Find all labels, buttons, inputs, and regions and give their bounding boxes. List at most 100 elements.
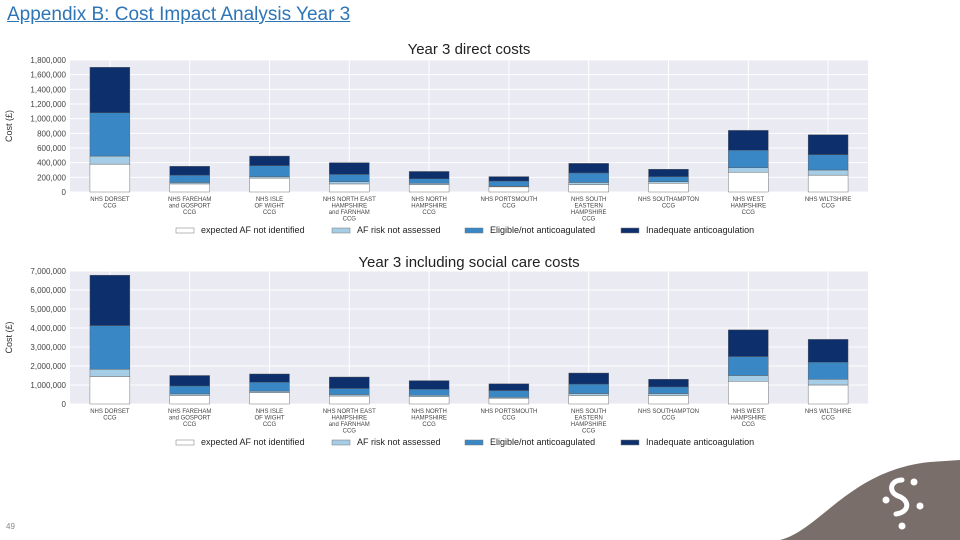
- chart0-bar-nhs-southampton-ccg-expected-af-not-identified: [648, 182, 689, 193]
- page-number: 49: [6, 522, 15, 531]
- chart1-legend-label-eligible-not-anticoagulated: Eligible/not anticoagulated: [490, 437, 595, 447]
- chart0-x-tick-label-nhs-north-hampshire-ccg: NHS NORTH HAMPSHIRE CCG: [411, 197, 447, 216]
- social-care-costs-chart: Year 3 including social care costs 0 1,000…: [4, 254, 868, 447]
- chart0-legend-label-expected-af-not-identified: expected AF not identified: [201, 225, 305, 235]
- chart1-bar-nhs-north-east-hampshire-and-farnham-ccg-expected-af-not-identified: [329, 395, 370, 405]
- chart0-legend-swatch-eligible-not-anticoagulated: [464, 227, 484, 234]
- chart1-x-tick-label-nhs-portsmouth-ccg: NHS PORTSMOUTH CCG: [480, 409, 537, 422]
- chart0-legend-label-af-risk-not-assessed: AF risk not assessed: [357, 225, 441, 235]
- chart1-bar-nhs-dorset-ccg-expected-af-not-identified: [89, 376, 131, 405]
- chart1-bar-nhs-west-hampshire-ccg-inadequate-anticoagulation: [728, 329, 769, 357]
- chart0-x-tick-label-nhs-north-east-hampshire-and-farnham-ccg: NHS NORTH EAST HAMPSHIRE and FARNHAM CCG: [323, 197, 376, 223]
- chart0-x-tick-label-nhs-wiltshire-ccg: NHS WILTSHIRE CCG: [805, 197, 852, 210]
- chart1-legend-label-inadequate-anticoagulation: Inadequate anticoagulation: [646, 437, 754, 447]
- chart0-bar-nhs-north-hampshire-ccg-expected-af-not-identified: [408, 184, 450, 193]
- chart1-y-tick-label: 4,000,000: [30, 324, 66, 333]
- chart0-bar-nhs-wiltshire-ccg-eligible-not-anticoagulated: [807, 154, 849, 171]
- molecule-logo-icon: [882, 477, 924, 530]
- chart1-y-tick-label: 2,000,000: [30, 362, 66, 371]
- chart1-bar-nhs-west-hampshire-ccg-eligible-not-anticoagulated: [728, 356, 769, 376]
- chart0-bar-nhs-north-east-hampshire-and-farnham-ccg-af-risk-not-assessed: [329, 181, 370, 185]
- chart0-bar-nhs-wiltshire-ccg-af-risk-not-assessed: [807, 169, 849, 176]
- chart1-legend-swatch-eligible-not-anticoagulated: [464, 439, 484, 446]
- chart1-bar-nhs-north-hampshire-ccg-expected-af-not-identified: [408, 396, 450, 405]
- chart0-bar-nhs-north-east-hampshire-and-farnham-ccg-inadequate-anticoagulation: [329, 162, 370, 175]
- chart0-bar-nhs-fareham-and-gosport-ccg-af-risk-not-assessed: [169, 182, 210, 185]
- chart1-bar-nhs-southampton-ccg-af-risk-not-assessed: [648, 393, 689, 396]
- chart0-legend-label-inadequate-anticoagulation: Inadequate anticoagulation: [646, 225, 754, 235]
- chart0-bar-nhs-north-east-hampshire-and-farnham-ccg-expected-af-not-identified: [329, 183, 370, 193]
- chart0-bar-nhs-southampton-ccg-eligible-not-anticoagulated: [648, 176, 689, 182]
- chart1-bar-nhs-wiltshire-ccg-inadequate-anticoagulation: [807, 339, 849, 363]
- chart0-x-tick-label-nhs-west-hampshire-ccg: NHS WEST HAMPSHIRE CCG: [730, 197, 766, 216]
- chart0-y-tick-label: 1,600,000: [30, 71, 66, 80]
- chart1-bar-nhs-south-eastern-hampshire-ccg-af-risk-not-assessed: [568, 393, 609, 396]
- chart0-y-tick-label: 1,200,000: [30, 100, 66, 109]
- chart1-bar-nhs-wiltshire-ccg-eligible-not-anticoagulated: [807, 361, 849, 380]
- chart1-bar-nhs-north-east-hampshire-and-farnham-ccg-inadequate-anticoagulation: [329, 376, 370, 389]
- chart1-bar-nhs-south-eastern-hampshire-ccg-expected-af-not-identified: [568, 395, 609, 405]
- corner-shape: [780, 460, 960, 540]
- chart0-x-tick-label-nhs-isle-of-wight-ccg: NHS ISLE OF WIGHT CCG: [255, 197, 285, 216]
- chart0-bar-nhs-fareham-and-gosport-ccg-inadequate-anticoagulation: [169, 166, 210, 176]
- chart1-bar-nhs-dorset-ccg-eligible-not-anticoagulated: [89, 325, 131, 370]
- chart1-bar-nhs-southampton-ccg-eligible-not-anticoagulated: [648, 386, 689, 394]
- chart0-bar-nhs-dorset-ccg-expected-af-not-identified: [89, 163, 131, 193]
- chart0-bar-nhs-west-hampshire-ccg-inadequate-anticoagulation: [728, 130, 769, 151]
- chart0-y-tick-label: 600,000: [37, 144, 66, 153]
- chart1-y-tick-label: 7,000,000: [30, 267, 66, 276]
- chart1-bar-nhs-south-eastern-hampshire-ccg-eligible-not-anticoagulated: [568, 383, 609, 394]
- chart0-legend-swatch-expected-af-not-identified: [175, 227, 195, 234]
- chart1-bar-nhs-isle-of-wight-ccg-eligible-not-anticoagulated: [249, 381, 290, 392]
- chart1-bar-nhs-fareham-and-gosport-ccg-inadequate-anticoagulation: [169, 375, 210, 387]
- chart0-legend-swatch-inadequate-anticoagulation: [620, 227, 640, 234]
- chart1-x-tick-label-nhs-south-eastern-hampshire-ccg: NHS SOUTH EASTERN HAMPSHIRE CCG: [571, 409, 607, 435]
- chart1-x-tick-label-nhs-north-hampshire-ccg: NHS NORTH HAMPSHIRE CCG: [411, 409, 447, 428]
- chart1-bar-nhs-dorset-ccg-af-risk-not-assessed: [89, 369, 131, 377]
- chart0-x-tick-label-nhs-south-eastern-hampshire-ccg: NHS SOUTH EASTERN HAMPSHIRE CCG: [571, 197, 607, 223]
- chart1-bar-nhs-fareham-and-gosport-ccg-expected-af-not-identified: [169, 395, 210, 405]
- chart1-x-tick-label-nhs-dorset-ccg: NHS DORSET CCG: [90, 409, 130, 422]
- chart1-legend-label-expected-af-not-identified: expected AF not identified: [201, 437, 305, 447]
- chart0-legend-label-eligible-not-anticoagulated: Eligible/not anticoagulated: [490, 225, 595, 235]
- chart1-bar-nhs-wiltshire-ccg-af-risk-not-assessed: [807, 379, 849, 386]
- chart0-bar-nhs-southampton-ccg-inadequate-anticoagulation: [648, 169, 689, 177]
- chart1-bar-nhs-wiltshire-ccg-expected-af-not-identified: [807, 384, 849, 405]
- chart0-bar-nhs-wiltshire-ccg-inadequate-anticoagulation: [807, 134, 849, 155]
- chart0-y-tick-label: 400,000: [37, 159, 66, 168]
- chart1-bar-nhs-north-east-hampshire-and-farnham-ccg-eligible-not-anticoagulated: [329, 388, 370, 395]
- chart0-bar-nhs-portsmouth-ccg-eligible-not-anticoagulated: [488, 180, 530, 187]
- chart1-bar-nhs-west-hampshire-ccg-expected-af-not-identified: [728, 380, 769, 405]
- chart0-bar-nhs-isle-of-wight-ccg-expected-af-not-identified: [249, 177, 290, 193]
- chart0-x-tick-label-nhs-dorset-ccg: NHS DORSET CCG: [90, 197, 130, 210]
- chart1-bar-nhs-isle-of-wight-ccg-af-risk-not-assessed: [249, 390, 290, 393]
- chart0-y-tick-label: 1,400,000: [30, 85, 66, 94]
- chart0-bar-nhs-dorset-ccg-eligible-not-anticoagulated: [89, 112, 131, 157]
- chart1-bar-nhs-north-hampshire-ccg-eligible-not-anticoagulated: [408, 388, 450, 396]
- chart1-bar-nhs-west-hampshire-ccg-af-risk-not-assessed: [728, 375, 769, 382]
- chart0-bar-nhs-portsmouth-ccg-inadequate-anticoagulation: [488, 176, 530, 182]
- chart0-bar-nhs-southampton-ccg-af-risk-not-assessed: [648, 181, 689, 184]
- chart0-bar-nhs-south-eastern-hampshire-ccg-eligible-not-anticoagulated: [568, 172, 609, 183]
- chart1-x-tick-label-nhs-fareham-and-gosport-ccg: NHS FAREHAM and GOSPORT CCG: [168, 409, 211, 428]
- chart0-bar-nhs-isle-of-wight-ccg-eligible-not-anticoagulated: [249, 165, 290, 177]
- chart1-bar-nhs-dorset-ccg-inadequate-anticoagulation: [89, 274, 131, 326]
- chart1-legend-swatch-af-risk-not-assessed: [331, 439, 351, 446]
- chart0-bar-nhs-north-hampshire-ccg-inadequate-anticoagulation: [408, 171, 450, 179]
- chart0-bar-nhs-west-hampshire-ccg-eligible-not-anticoagulated: [728, 149, 769, 168]
- chart0-y-tick-label: 200,000: [37, 173, 66, 182]
- chart0-y-axis-label: Cost (£): [4, 110, 14, 142]
- chart0-bar-nhs-north-east-hampshire-and-farnham-ccg-eligible-not-anticoagulated: [329, 174, 370, 182]
- chart0-bar-nhs-south-eastern-hampshire-ccg-af-risk-not-assessed: [568, 182, 609, 185]
- chart0-bar-nhs-fareham-and-gosport-ccg-eligible-not-anticoagulated: [169, 174, 210, 183]
- chart1-bar-nhs-southampton-ccg-inadequate-anticoagulation: [648, 379, 689, 388]
- chart1-y-tick-label: 5,000,000: [30, 305, 66, 314]
- direct-costs-chart: Year 3 direct costs 0 200,000 400,000 600,00…: [4, 41, 868, 235]
- chart1-legend-swatch-expected-af-not-identified: [175, 439, 195, 446]
- chart0-legend-swatch-af-risk-not-assessed: [331, 227, 351, 234]
- chart0-x-tick-label-nhs-southampton-ccg: NHS SOUTHAMPTON CCG: [638, 197, 699, 210]
- chart1-bar-nhs-south-eastern-hampshire-ccg-inadequate-anticoagulation: [568, 372, 609, 385]
- chart0-bar-nhs-south-eastern-hampshire-ccg-expected-af-not-identified: [568, 184, 609, 193]
- chart0-y-tick-label: 1,000,000: [30, 115, 66, 124]
- chart1-y-tick-label: 1,000,000: [30, 381, 66, 390]
